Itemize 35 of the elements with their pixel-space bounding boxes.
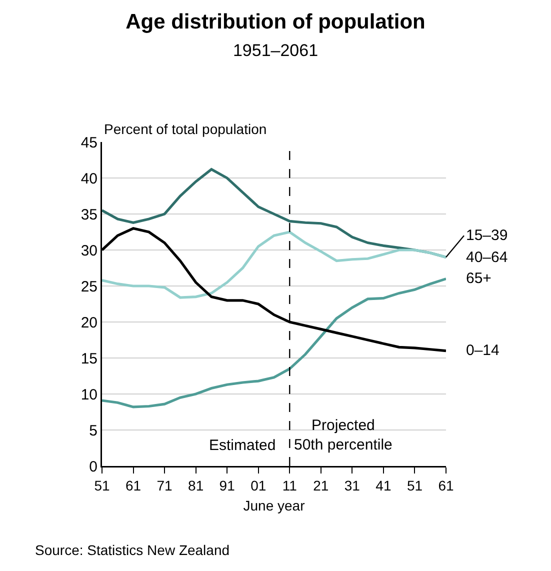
y-tick-label: 30 — [80, 242, 98, 260]
x-tick-label: 81 — [188, 477, 204, 494]
x-tick-label: 41 — [376, 477, 392, 494]
series-label: 40–64 — [466, 249, 508, 266]
y-tick-label: 10 — [80, 386, 98, 404]
line-series — [102, 278, 446, 408]
x-tick-label: 01 — [250, 477, 266, 494]
series-label: 15–39 — [466, 227, 508, 244]
series-label: 65+ — [466, 270, 492, 287]
series-label: 0–14 — [466, 342, 500, 359]
x-tick-label: 91 — [219, 477, 236, 494]
source-note: Source: Statistics New Zealand — [35, 542, 230, 558]
annotation: Estimated — [209, 437, 276, 454]
y-tick-label: 25 — [80, 278, 98, 296]
x-tick-label: 71 — [156, 477, 173, 494]
x-tick-label: 61 — [125, 477, 142, 494]
x-tick-label: 51 — [94, 477, 110, 494]
x-tick-label: 61 — [438, 477, 454, 494]
y-tick-label: 5 — [89, 422, 98, 440]
y-axis-title: Percent of total population — [104, 121, 267, 137]
y-tick-label: 20 — [80, 314, 98, 332]
x-tick-label: 21 — [313, 477, 329, 494]
y-tick-label: 45 — [80, 134, 98, 152]
y-tick-label: 0 — [89, 458, 98, 476]
y-tick-label: 40 — [80, 170, 98, 188]
y-tick-label: 15 — [80, 350, 98, 368]
annotation: Projected 50th percentile — [294, 417, 392, 454]
chart-subtitle: 1951–2061 — [232, 40, 318, 60]
chart-title: Age distribution of population — [126, 10, 426, 34]
x-axis-title: June year — [243, 497, 306, 514]
x-tick-label: 51 — [406, 477, 423, 494]
line-series — [102, 230, 446, 299]
y-tick-label: 35 — [80, 206, 98, 224]
x-tick-label: 11 — [282, 477, 298, 494]
x-tick-label: 31 — [344, 477, 360, 494]
